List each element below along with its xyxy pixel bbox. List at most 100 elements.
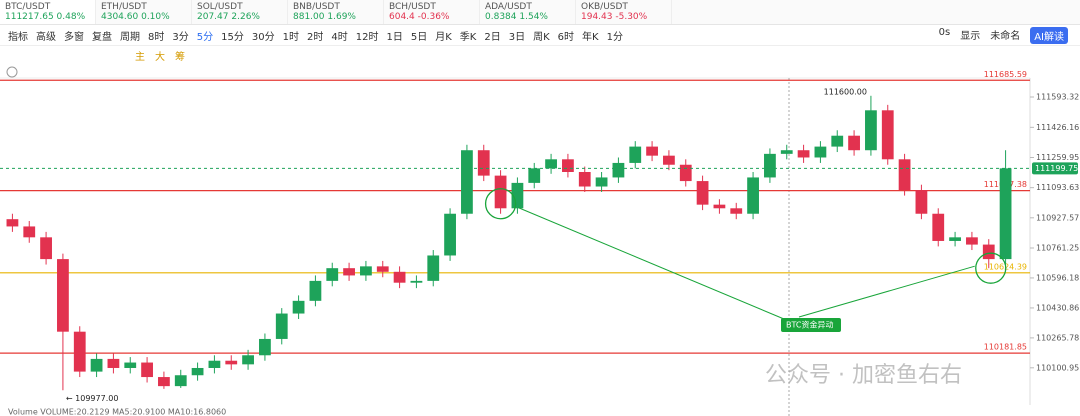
period-button[interactable]: 30分 xyxy=(251,31,275,43)
candle-body xyxy=(191,367,204,376)
period-button[interactable]: 8时 xyxy=(148,31,165,43)
candle-body xyxy=(562,159,574,172)
period-button[interactable]: 季K xyxy=(459,31,477,43)
candle-body xyxy=(292,300,305,314)
y-tick-label: 110100.95 xyxy=(1036,363,1079,372)
symbol-tab[interactable]: SOL/USDT 207.47 2.26% xyxy=(192,0,288,24)
symbol-tab[interactable]: BCH/USDT 604.4 -0.36% xyxy=(384,0,480,24)
candle-body xyxy=(528,168,541,183)
period-button[interactable]: 周K xyxy=(533,31,550,43)
tool-button[interactable]: 指标 xyxy=(8,31,28,43)
candle-body xyxy=(730,208,743,214)
candle-body xyxy=(865,110,877,151)
change: 1.54% xyxy=(519,12,548,22)
candle-body xyxy=(629,146,642,163)
change: 1.69% xyxy=(327,12,356,22)
quote: 0.8384 1.54% xyxy=(485,12,570,22)
y-tick-label: 111259.95 xyxy=(1036,153,1079,162)
tool-button[interactable]: 高级 xyxy=(36,31,56,43)
symbol-tab[interactable]: ADA/USDT 0.8384 1.54% xyxy=(480,0,576,24)
candle-body xyxy=(259,338,271,356)
candle-body xyxy=(881,110,894,160)
mode-button[interactable]: 主 xyxy=(135,51,145,63)
price: 207.47 xyxy=(197,12,229,22)
candle-body xyxy=(444,213,456,256)
highlight-circle xyxy=(484,188,517,220)
volume-text: Volume VOLUME:20.2129 MA5:20.9100 MA10:1… xyxy=(8,408,226,416)
candle-body xyxy=(376,266,389,272)
symbol: OKB/USDT xyxy=(581,2,628,12)
tool-button[interactable]: 周期 xyxy=(120,31,140,43)
highlight-circle xyxy=(975,252,1007,284)
period-button[interactable]: 12时 xyxy=(355,31,379,43)
change: 0.10% xyxy=(141,12,170,22)
price: 194.43 xyxy=(581,12,613,22)
high-label: 111600.00 xyxy=(824,87,867,96)
tool-button[interactable]: 多窗 xyxy=(64,31,84,43)
candle-body xyxy=(545,159,557,169)
period-button[interactable]: 2时 xyxy=(306,31,324,43)
symbol-tabs: BTC/USDT 111217.65 0.48% ETH/USDT 4304.60 0… xyxy=(0,0,1080,25)
period-button[interactable]: 5分 xyxy=(196,31,214,43)
y-tick-label: 111593.32 xyxy=(1036,92,1079,101)
symbol-tab[interactable]: BNB/USDT 881.00 1.69% xyxy=(288,0,384,24)
candle-body xyxy=(494,175,507,209)
candle-body xyxy=(40,237,52,260)
candle-body xyxy=(696,181,709,205)
candle-body xyxy=(511,182,524,209)
period-button[interactable]: 月K xyxy=(435,31,452,43)
period-button[interactable]: 5日 xyxy=(410,31,428,43)
period-button[interactable]: 4时 xyxy=(331,31,348,43)
candle-body xyxy=(158,377,170,387)
symbol-tab[interactable]: ETH/USDT 4304.60 0.10% xyxy=(96,0,192,24)
quote: 4304.60 0.10% xyxy=(101,12,186,22)
collapse-icon xyxy=(6,66,18,78)
candle-body xyxy=(360,266,372,276)
change: -5.30% xyxy=(615,12,648,22)
change: 0.48% xyxy=(56,12,86,22)
period-button[interactable]: 1时 xyxy=(282,31,299,43)
toolbar-right-item[interactable]: 未命名 xyxy=(990,30,1021,42)
annotation-label: BTC资金异动 xyxy=(786,320,834,330)
price: 881.00 xyxy=(293,12,325,22)
symbol: BCH/USDT xyxy=(389,2,436,12)
candle-body xyxy=(713,204,726,209)
change: 2.26% xyxy=(231,12,260,22)
symbol: BTC/USDT xyxy=(5,2,51,12)
y-tick-label: 110265.78 xyxy=(1036,333,1079,342)
candle-body xyxy=(174,375,187,387)
level-label: 110181.85 xyxy=(984,343,1027,352)
period-button[interactable]: 1分 xyxy=(606,31,623,43)
period-button[interactable]: 2日 xyxy=(484,31,501,43)
candle-body xyxy=(949,237,961,241)
symbol-tab[interactable]: OKB/USDT 194.43 -5.30% xyxy=(576,0,672,24)
candle-body xyxy=(461,150,473,214)
period-button[interactable]: 15分 xyxy=(221,31,244,43)
candle-body xyxy=(999,168,1012,260)
symbol: SOL/USDT xyxy=(197,2,243,12)
toolbar-right-item[interactable]: 0s xyxy=(938,26,951,38)
toolbar-right-item[interactable]: 显示 xyxy=(960,30,981,42)
period-button[interactable]: 3日 xyxy=(508,31,526,43)
period-button[interactable]: 3分 xyxy=(172,31,189,43)
quote: 207.47 2.26% xyxy=(197,12,282,22)
candle-body xyxy=(764,153,776,178)
candle-body xyxy=(73,331,86,372)
mode-button[interactable]: 大 xyxy=(155,51,165,63)
period-button[interactable]: 6时 xyxy=(557,31,575,43)
candle-body xyxy=(915,190,928,214)
toolbar-right-item[interactable]: AI解读 xyxy=(1030,26,1068,44)
candle-body xyxy=(225,360,238,365)
low-label: ← 109977.00 xyxy=(66,394,119,403)
mode-button[interactable]: 筹 xyxy=(175,51,185,63)
candle-body xyxy=(393,271,406,283)
watermark: 公众号 · 加密鱼右右 xyxy=(765,363,962,388)
price: 0.8384 xyxy=(485,12,517,22)
period-button[interactable]: 年K xyxy=(582,31,599,43)
candle-body xyxy=(141,362,153,378)
candle-body xyxy=(646,146,658,156)
symbol-tab[interactable]: BTC/USDT 111217.65 0.48% xyxy=(0,0,96,24)
period-button[interactable]: 1日 xyxy=(386,31,403,43)
tool-button[interactable]: 复盘 xyxy=(92,31,112,43)
